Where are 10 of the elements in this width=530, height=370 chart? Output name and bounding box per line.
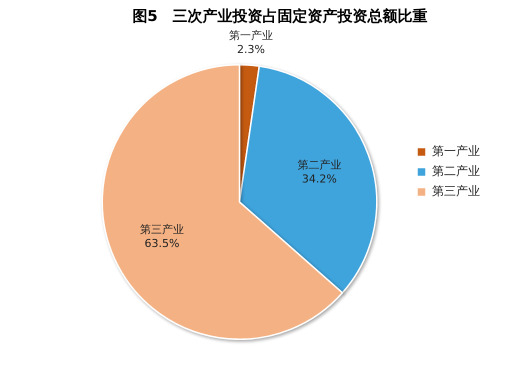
slice-label: 第三产业 xyxy=(140,222,184,236)
legend-label: 第一产业 xyxy=(432,144,480,158)
slice-label: 第二产业 xyxy=(297,158,342,172)
slice-label: 第一产业 xyxy=(228,29,273,42)
legend-label: 第三产业 xyxy=(432,184,480,198)
data-label: 63.5% xyxy=(144,236,180,250)
data-label: 2.3% xyxy=(237,43,265,56)
chart-title: 图5 三次产业投资占固定资产投资总额比重 xyxy=(132,6,428,25)
data-label: 34.2% xyxy=(302,172,337,186)
legend-label: 第二产业 xyxy=(432,164,480,178)
